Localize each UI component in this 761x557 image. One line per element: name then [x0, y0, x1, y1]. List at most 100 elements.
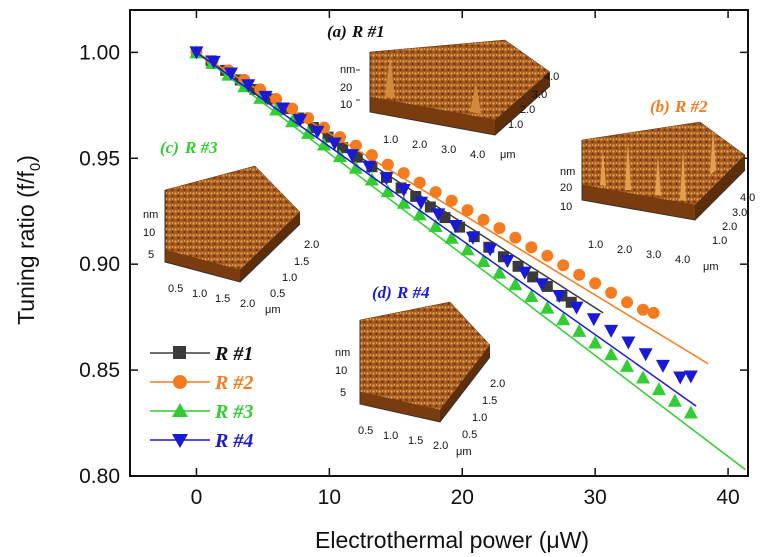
inset-d-x-tick-2: 1.5 [408, 435, 423, 447]
series-r1-point-24 [541, 280, 553, 292]
inset-d-x-tick-0: 0.5 [358, 425, 373, 437]
inset-a-x-tick-0: 1.0 [383, 134, 398, 146]
inset-a-y-tick-2: 3.0 [532, 89, 547, 101]
series-r2-point-18 [477, 213, 490, 226]
series-r4-point-23 [586, 313, 601, 327]
series-r1-point-23 [527, 271, 539, 283]
inset-a-z-tick-0: 20 [340, 82, 352, 94]
inset-b-letter: (b) [650, 97, 670, 116]
inset-a-z-tick-1: 10 [340, 99, 352, 111]
legend-item-r3: R #3 [150, 401, 253, 423]
inset-c-y-tick-1: 1.0 [282, 272, 297, 284]
inset-c-x-tick-0: 0.5 [168, 283, 183, 295]
inset-c-front-wall [165, 250, 240, 282]
series-r3-point-15 [428, 219, 443, 233]
legend-item-r2: R #2 [150, 372, 253, 394]
inset-a-xy-unit: μm [500, 149, 516, 161]
series-r2-point-23 [557, 259, 570, 272]
y-tick-label-4: 1.00 [79, 41, 120, 64]
series-r2-point-20 [509, 231, 522, 244]
plot-area: 0 10 20 30 40 0.80 0.85 0.90 0.95 1.00 [79, 9, 749, 509]
series-r3-point-23 [556, 312, 571, 326]
legend-marker-r4 [172, 434, 188, 448]
inset-a-letter: (a) [327, 22, 347, 41]
series-r4-point-7 [310, 125, 325, 139]
series-r2-point-26 [605, 286, 618, 299]
inset-c-y-tick-0: 0.5 [270, 288, 285, 300]
series-r3-point-20 [508, 277, 523, 291]
legend-label-r2: R #2 [214, 372, 253, 394]
series-r3-point-28 [636, 370, 651, 384]
series-r1-point-11 [351, 151, 363, 163]
y-axis-title-sub: 0 [27, 163, 44, 171]
inset-d-surface [359, 301, 491, 411]
inset-b-x-tick-0: 1.0 [588, 239, 603, 251]
inset-d-side-wall [440, 345, 490, 422]
series-r4-point-18 [500, 255, 515, 269]
series-r3-point-8 [317, 137, 332, 151]
inset-c-x-tick-2: 1.5 [215, 293, 230, 305]
inset-b-z-tick-1: 10 [560, 201, 572, 213]
x-axis-title-main: Electrothermal power ( [315, 527, 547, 553]
x-tick-label-2: 20 [451, 486, 474, 509]
series-r4-point-3 [241, 79, 256, 93]
inset-c-side-wall [240, 212, 300, 282]
series-r3-point-19 [492, 265, 507, 279]
series-r4-point-12 [396, 184, 411, 198]
inset-b-x-tick-3: 4.0 [675, 254, 690, 266]
y-tick-label-1: 0.85 [79, 359, 120, 382]
legend-marker-r3 [172, 403, 188, 417]
series-r3-fit-line [195, 51, 746, 471]
series-r2-point-10 [349, 139, 362, 152]
inset-b-xy-unit: μm [703, 261, 719, 273]
inset-d-y-tick-3: 2.0 [490, 378, 505, 390]
series-r4-point-26 [638, 348, 653, 362]
series-r1-point-5 [264, 93, 276, 105]
series-r4-point-4 [258, 90, 273, 104]
series-r4-point-9 [344, 149, 359, 163]
inset-b-x-tick-1: 2.0 [617, 244, 632, 256]
inset-d-front-wall [360, 392, 440, 422]
series-r3-point-10 [348, 160, 363, 174]
inset-a-name: R #1 [351, 22, 385, 41]
inset-b-y-tick-1: 2.0 [722, 221, 737, 233]
series-r4-point-10 [362, 160, 377, 174]
series-r2-point-17 [461, 204, 474, 217]
x-tick-label-0: 0 [191, 486, 203, 509]
series-r4-point-28 [673, 371, 688, 385]
series-r2-point-13 [397, 167, 410, 180]
series-r2-point-28 [637, 303, 650, 316]
inset-d-y-tick-2: 1.5 [482, 395, 497, 407]
series-r3-point-9 [332, 149, 347, 163]
inset-a-front-wall [370, 97, 495, 135]
series-r3-point-29 [651, 382, 666, 396]
y-tick-label-3: 0.95 [79, 147, 120, 170]
inset-b-front-wall [582, 185, 695, 220]
series-r4-point-16 [465, 231, 480, 245]
series-r3-point-17 [460, 242, 475, 256]
series-r4-point-1 [206, 55, 221, 69]
series-r4-point-13 [414, 196, 429, 210]
legend-marker-r2 [173, 375, 187, 389]
inset-c-x-tick-3: 2.0 [240, 298, 255, 310]
series-r1-point-22 [512, 260, 524, 272]
series-r3-point-14 [412, 207, 427, 221]
series-r3-point-26 [604, 347, 619, 361]
inset-b-y-tick-0: 1.0 [712, 235, 727, 247]
series-r4-point-2 [224, 67, 239, 81]
legend-label-r1: R #1 [214, 343, 253, 365]
series-r4-point-11 [379, 172, 394, 186]
legend-marker-r1 [173, 346, 186, 359]
series-r2-point-24 [573, 268, 586, 281]
series-r1-point-15 [410, 190, 422, 202]
inset-b-name: R #2 [674, 97, 708, 116]
x-tick-label-4: 40 [716, 486, 739, 509]
series-r2-point-6 [286, 102, 299, 115]
series-r4-point-5 [275, 102, 290, 116]
series-r2-point-19 [493, 222, 506, 235]
series-r3-point-12 [380, 184, 395, 198]
legend-label-r4: R #4 [214, 430, 253, 452]
inset-a-y-tick-3: 4.0 [544, 71, 559, 83]
series-r2-point-15 [429, 186, 442, 199]
series-r1-point-18 [454, 221, 466, 233]
